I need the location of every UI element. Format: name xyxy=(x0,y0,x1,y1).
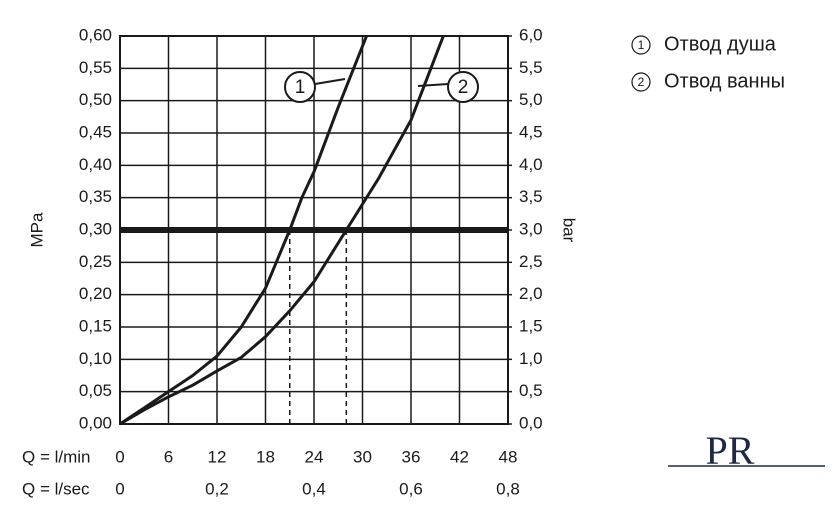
y-tick-label: 0,00 xyxy=(79,413,112,432)
y2-tick-label: 6,0 xyxy=(519,25,543,44)
series-line xyxy=(119,35,368,426)
series-line xyxy=(119,35,445,426)
x-tick-label: 24 xyxy=(305,447,324,466)
y2-tick-label: 0,5 xyxy=(519,381,543,400)
y-tick-label: 0,25 xyxy=(79,252,112,271)
x-tick-label: 0 xyxy=(115,447,124,466)
curve-label-leader xyxy=(417,83,449,87)
curve-label-circle xyxy=(447,71,479,103)
y2-tick-label: 1,5 xyxy=(519,316,543,335)
x-tick-label: 6 xyxy=(164,447,173,466)
legend-marker xyxy=(631,35,651,55)
y2-tick-label: 1,0 xyxy=(519,349,543,368)
y2-tick-label: 3,0 xyxy=(519,219,543,238)
y2-tick-label: 3,5 xyxy=(519,187,543,206)
x2-tick-label: 0,8 xyxy=(496,479,520,498)
y-tick-label: 0,15 xyxy=(79,316,112,335)
legend-marker-label: 1 xyxy=(638,38,645,52)
x2-tick-label: 0,2 xyxy=(205,479,229,498)
x-tick-label: 48 xyxy=(499,447,518,466)
curve-label-leader xyxy=(314,78,346,85)
curve-label: 2 xyxy=(458,77,469,98)
x2-tick-label: 0,6 xyxy=(399,479,423,498)
y-tick-label: 0,60 xyxy=(79,25,112,44)
y2-tick-label: 5,0 xyxy=(519,90,543,109)
y-axis-label: MPa xyxy=(27,212,46,248)
legend-label: Отвод душа xyxy=(664,33,777,55)
y-tick-label: 0,10 xyxy=(79,349,112,368)
x-tick-label: 42 xyxy=(450,447,469,466)
x-tick-label: 18 xyxy=(256,447,275,466)
y2-tick-label: 0,0 xyxy=(519,413,543,432)
x-tick-label: 12 xyxy=(208,447,227,466)
x2-tick-label: 0 xyxy=(115,479,124,498)
y-tick-label: 0,05 xyxy=(79,381,112,400)
x-tick-label: 36 xyxy=(402,447,421,466)
legend-marker-label: 2 xyxy=(638,75,645,89)
curve-label-circle xyxy=(284,71,316,103)
y2-tick-label: 4,5 xyxy=(519,122,543,141)
y2-tick-label: 2,5 xyxy=(519,252,543,271)
x2-axis-label: Q = l/sec xyxy=(22,479,90,498)
legend-label: Отвод ванны xyxy=(664,70,785,92)
x-tick-label: 30 xyxy=(353,447,372,466)
y-tick-label: 0,55 xyxy=(79,58,112,77)
y-tick-label: 0,45 xyxy=(79,122,112,141)
y2-tick-label: 4,0 xyxy=(519,155,543,174)
y-tick-label: 0,20 xyxy=(79,284,112,303)
y-tick-label: 0,30 xyxy=(79,219,112,238)
curve-label: 1 xyxy=(295,77,306,98)
y2-axis-label: bar xyxy=(560,218,579,243)
y2-tick-label: 5,5 xyxy=(519,58,543,77)
legend-marker xyxy=(631,72,651,92)
x-axis-label: Q = l/min xyxy=(22,447,91,466)
y-tick-label: 0,40 xyxy=(79,155,112,174)
y2-tick-label: 2,0 xyxy=(519,284,543,303)
y-tick-label: 0,50 xyxy=(79,90,112,109)
y-tick-label: 0,35 xyxy=(79,187,112,206)
x2-tick-label: 0,4 xyxy=(302,479,326,498)
